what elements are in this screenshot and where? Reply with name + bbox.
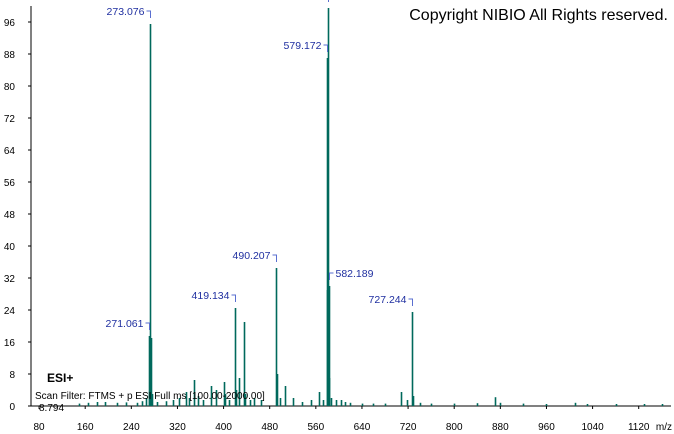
x-tick-label: 1120 [628,422,650,433]
scan-value-text: 8.794 [39,403,64,414]
peak-label-text: 727.244 [369,294,407,306]
peak-label-text: 419.134 [192,290,230,302]
peak-label: 490.207 [233,250,277,262]
peak-annotations: 273.076 271.061 581.185 579.172 490.207 419.1… [106,0,413,330]
peak-label-text: 582.189 [336,268,374,280]
x-tick-label: 240 [123,422,140,433]
y-tick-label: 96 [4,18,16,29]
y-tick-label: 32 [4,274,16,285]
peak-label-text: 271.061 [106,318,144,330]
y-tick-label: 8 [9,370,15,381]
y-tick-label: 0 [9,402,15,413]
scan-filter-text: Scan Filter: FTMS + p ESI Full ms [100.0… [35,391,265,402]
copyright-notice: Copyright NIBIO All Rights reserved. [409,7,668,24]
peak-label: 581.185 [285,0,329,2]
peak-label: 582.189 [329,268,374,280]
x-tick-label: 640 [354,422,371,433]
y-tick-label: 72 [4,114,16,125]
y-tick-label: 16 [4,338,16,349]
peak-label-text: 490.207 [233,250,271,262]
x-tick-label: 560 [307,422,324,433]
peak-label: 273.076 [107,6,151,18]
ion-mode-label: ESI+ [47,371,73,385]
peak-label: 419.134 [192,290,236,302]
x-axis-ticks: 80 160 240 320 400 480 560 640 720 800 880 960 1040 1… [34,406,672,433]
x-tick-label: 480 [261,422,278,433]
peak-label-text: 273.076 [107,6,145,18]
peak-label: 579.172 [284,40,328,52]
x-tick-label: 400 [215,422,232,433]
y-tick-label: 40 [4,242,16,253]
peak-label: 727.244 [369,294,413,306]
y-tick-label: 24 [4,306,16,317]
y-tick-label: 88 [4,50,16,61]
peak-label-text: 579.172 [284,40,322,52]
peak-series [78,8,664,406]
peak-label-text: 581.185 [285,0,323,2]
x-tick-label: 800 [446,422,463,433]
y-tick-label: 64 [4,146,16,157]
x-tick-label: 160 [77,422,94,433]
y-axis-ticks: 0 8 16 24 32 40 48 56 64 72 80 88 96 [4,18,31,413]
y-tick-label: 48 [4,210,16,221]
x-tick-label: 880 [492,422,509,433]
x-tick-label: 960 [538,422,555,433]
x-axis-label: m/z [656,422,672,433]
x-tick-label: 80 [34,422,46,433]
y-tick-label: 56 [4,178,16,189]
x-tick-label: 1040 [581,422,604,433]
peak-label: 271.061 [106,318,150,330]
x-tick-label: 320 [169,422,186,433]
x-tick-label: 720 [400,422,417,433]
y-tick-label: 80 [4,82,16,93]
